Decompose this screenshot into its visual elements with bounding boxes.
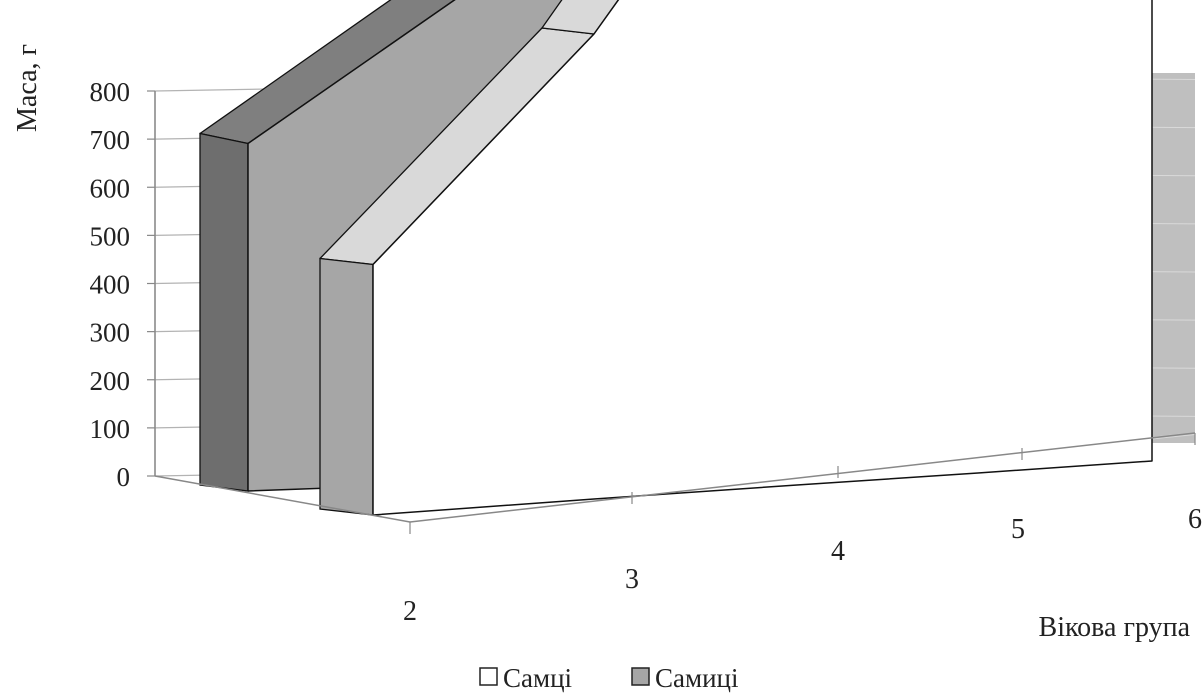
y-axis-ticks: 0 100 200 300 400 500 600 700 800: [90, 77, 155, 492]
area-front-Самці: [372, 0, 1153, 516]
x-tick-label: 6: [1188, 504, 1202, 535]
y-tick-label: 0: [117, 462, 131, 492]
legend-label-samytsi: Самиці: [655, 663, 738, 693]
y-tick-label: 800: [90, 77, 131, 107]
legend-swatch-samytsi: [631, 667, 650, 686]
y-tick-label: 600: [90, 173, 131, 203]
x-tick-label: 4: [831, 536, 845, 567]
series-layer: [199, 0, 1153, 516]
y-tick-label: 500: [90, 221, 131, 251]
legend: Самці Самиці: [479, 663, 738, 693]
x-axis-title: Вікова група: [1039, 612, 1191, 643]
x-axis-line: [409, 432, 1196, 523]
area-side-Самиці: [199, 132, 249, 492]
x-axis-depth-line: [154, 475, 411, 523]
x-axis-ticks: 2 3 4 5 6: [403, 504, 1202, 627]
legend-label-samtsi: Самці: [503, 663, 572, 693]
area-side-Самці: [319, 257, 374, 516]
x-tick-label: 2: [403, 596, 417, 627]
x-tick-label: 3: [625, 564, 639, 595]
y-tick-label: 100: [90, 414, 131, 444]
y-tick-label: 400: [90, 270, 131, 300]
y-tick-label: 700: [90, 125, 131, 155]
y-axis-title: Маса, г: [12, 44, 43, 132]
legend-swatch-samtsi: [479, 667, 498, 686]
x-axis: [154, 432, 1196, 534]
x-tick-label: 5: [1011, 514, 1025, 545]
y-tick-label: 200: [90, 366, 131, 396]
y-tick-label: 300: [90, 318, 131, 348]
